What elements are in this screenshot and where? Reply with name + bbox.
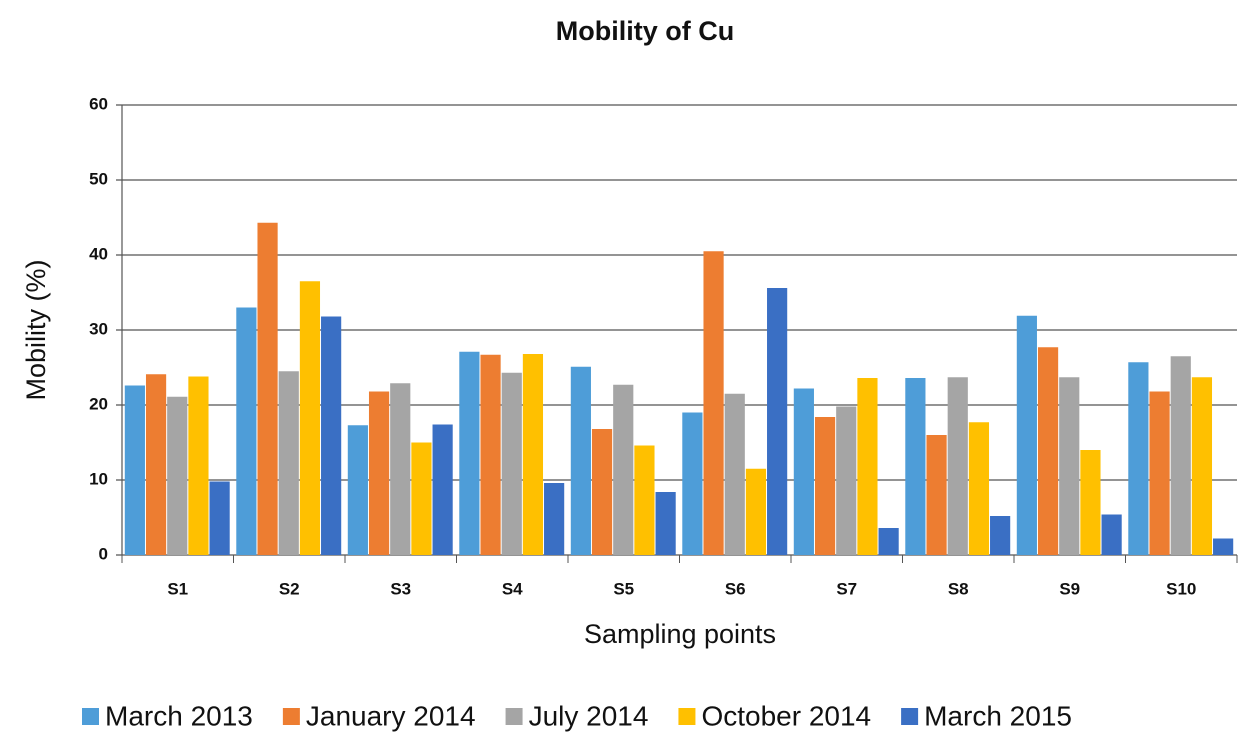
bar (501, 372, 522, 555)
bar (1101, 514, 1122, 555)
bar (368, 391, 390, 555)
bar (745, 468, 767, 555)
y-tick-label: 30 (89, 319, 108, 338)
y-tick-label: 0 (99, 544, 108, 563)
legend-label: March 2013 (105, 700, 253, 731)
bar (299, 281, 321, 555)
y-tick-label: 10 (89, 469, 108, 488)
bar (724, 393, 745, 555)
legend-label: January 2014 (306, 700, 476, 731)
bar (814, 417, 836, 555)
legend-swatch (505, 708, 523, 725)
x-tick-label: S3 (390, 579, 411, 598)
bar (432, 424, 453, 555)
bar (613, 384, 634, 555)
bar (905, 378, 926, 555)
bar (1149, 391, 1170, 555)
bar (145, 374, 167, 555)
bar (793, 388, 814, 555)
y-tick-label: 40 (89, 244, 108, 263)
bar (878, 528, 899, 555)
y-tick-label: 60 (89, 94, 108, 113)
bar (321, 316, 342, 555)
x-tick-label: S4 (502, 579, 523, 598)
x-tick-label: S9 (1059, 579, 1080, 598)
y-tick-label: 20 (89, 394, 108, 413)
bar (236, 307, 257, 555)
x-tick-label: S6 (725, 579, 746, 598)
bar (411, 442, 432, 555)
x-tick-label: S7 (836, 579, 857, 598)
bar (522, 354, 544, 555)
legend-label: March 2015 (924, 700, 1072, 731)
legend-label: July 2014 (529, 700, 649, 731)
bar (1080, 450, 1101, 555)
bar (124, 385, 145, 555)
bar (570, 366, 591, 555)
bar (459, 351, 480, 555)
bar (968, 422, 990, 555)
bar (767, 288, 788, 555)
legend-swatch (901, 708, 919, 725)
bar (390, 383, 411, 555)
bar (480, 354, 501, 555)
bar (926, 435, 947, 555)
bar (1191, 377, 1213, 555)
bar (257, 222, 278, 555)
y-axis-title: Mobility (%) (21, 259, 51, 400)
bar (544, 483, 565, 555)
bar (836, 406, 857, 555)
bar (188, 376, 209, 555)
legend-swatch (678, 708, 696, 725)
bar (1170, 356, 1191, 555)
bar (1037, 347, 1059, 555)
y-tick-label: 50 (89, 169, 108, 188)
bar (857, 378, 878, 555)
bar (209, 481, 230, 555)
x-tick-label: S1 (167, 579, 188, 598)
legend-swatch (282, 708, 300, 725)
bar (655, 492, 676, 555)
bar (682, 412, 703, 555)
bar (1213, 538, 1234, 555)
x-tick-label: S8 (948, 579, 969, 598)
x-tick-label: S5 (613, 579, 634, 598)
bar (703, 251, 724, 555)
x-axis-title: Sampling points (584, 619, 776, 649)
bar (990, 516, 1011, 555)
bar (947, 377, 968, 555)
bar (347, 425, 368, 555)
legend-label: October 2014 (701, 700, 871, 731)
x-tick-label: S10 (1166, 579, 1196, 598)
bar (591, 429, 613, 555)
bar (1059, 377, 1080, 555)
bar (167, 396, 188, 555)
bar (634, 445, 655, 555)
x-tick-label: S2 (279, 579, 300, 598)
chart-title: Mobility of Cu (556, 16, 734, 46)
legend-swatch (82, 708, 99, 725)
bar (278, 371, 299, 555)
bar (1016, 315, 1037, 555)
bar (1128, 362, 1149, 555)
